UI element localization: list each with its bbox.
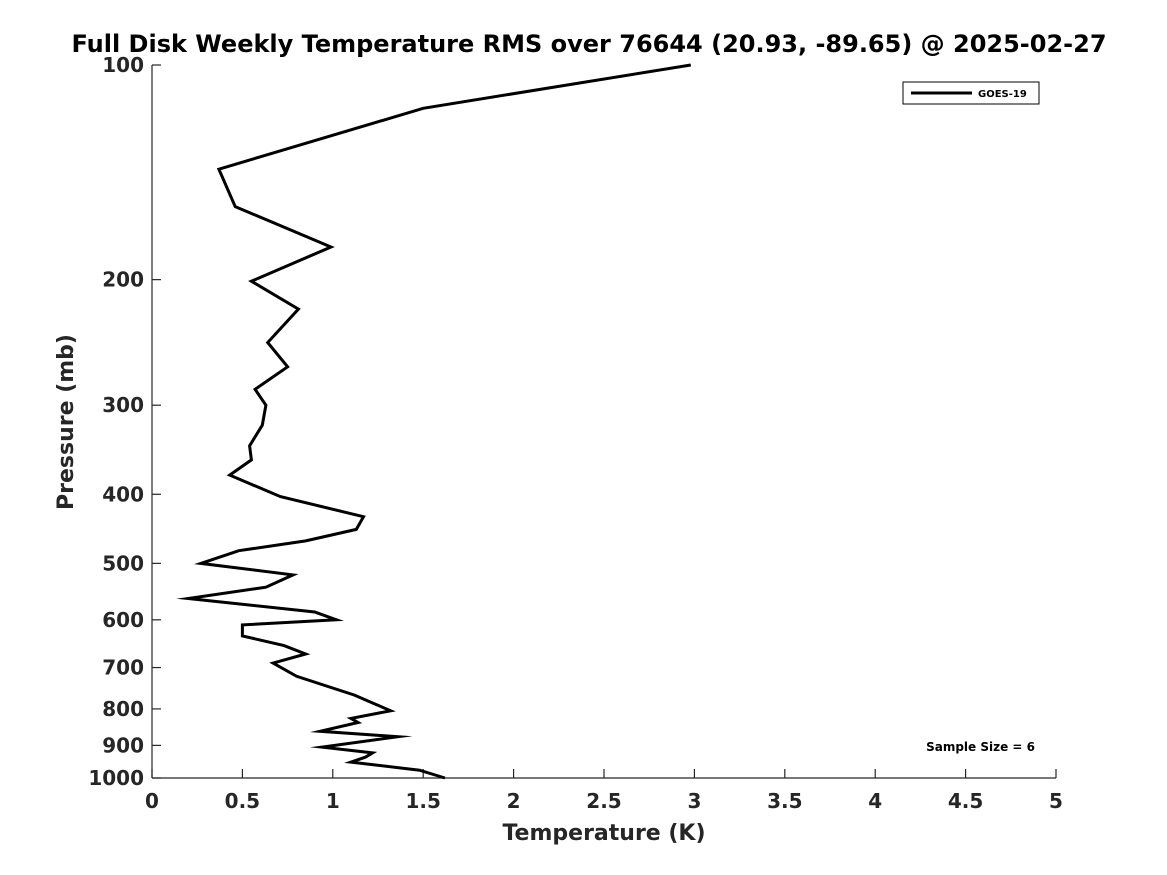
x-tick-label: 0.5 (225, 789, 260, 813)
y-tick-label: 1000 (88, 766, 144, 790)
y-tick-label: 200 (102, 268, 144, 292)
x-tick-label: 2.5 (586, 789, 621, 813)
y-axis-label: Pressure (mb) (54, 334, 79, 510)
chart-title: Full Disk Weekly Temperature RMS over 76… (71, 30, 1106, 58)
plot-area: 0 0.5 1 1.5 2 2.5 3 3.5 4 4.5 5 100 200 300 400 500 600 7… (88, 53, 1063, 813)
x-axis-label: Temperature (K) (502, 821, 705, 846)
y-tick-label: 300 (102, 393, 144, 417)
x-tick-label: 0 (145, 789, 159, 813)
y-tick-label: 700 (102, 656, 144, 680)
x-tick-label: 3 (687, 789, 701, 813)
x-tick-label: 1 (326, 789, 340, 813)
sample-size-annotation: Sample Size = 6 (926, 740, 1035, 754)
x-tick-label: 1.5 (405, 789, 440, 813)
y-tick-label: 900 (102, 733, 144, 757)
x-tick-label: 4 (868, 789, 882, 813)
x-tick-label: 3.5 (767, 789, 802, 813)
legend-label-goes-19: GOES-19 (978, 89, 1027, 100)
y-tick-label: 600 (102, 608, 144, 632)
x-tick-label: 2 (507, 789, 521, 813)
y-tick-label: 400 (102, 482, 144, 506)
x-tick-label: 4.5 (948, 789, 983, 813)
x-tick-label: 5 (1049, 789, 1063, 813)
y-tick-label: 100 (102, 53, 144, 77)
legend: GOES-19 (902, 81, 1040, 105)
y-tick-label: 800 (102, 697, 144, 721)
series-line-goes-19 (176, 63, 692, 780)
y-tick-label: 500 (102, 551, 144, 575)
